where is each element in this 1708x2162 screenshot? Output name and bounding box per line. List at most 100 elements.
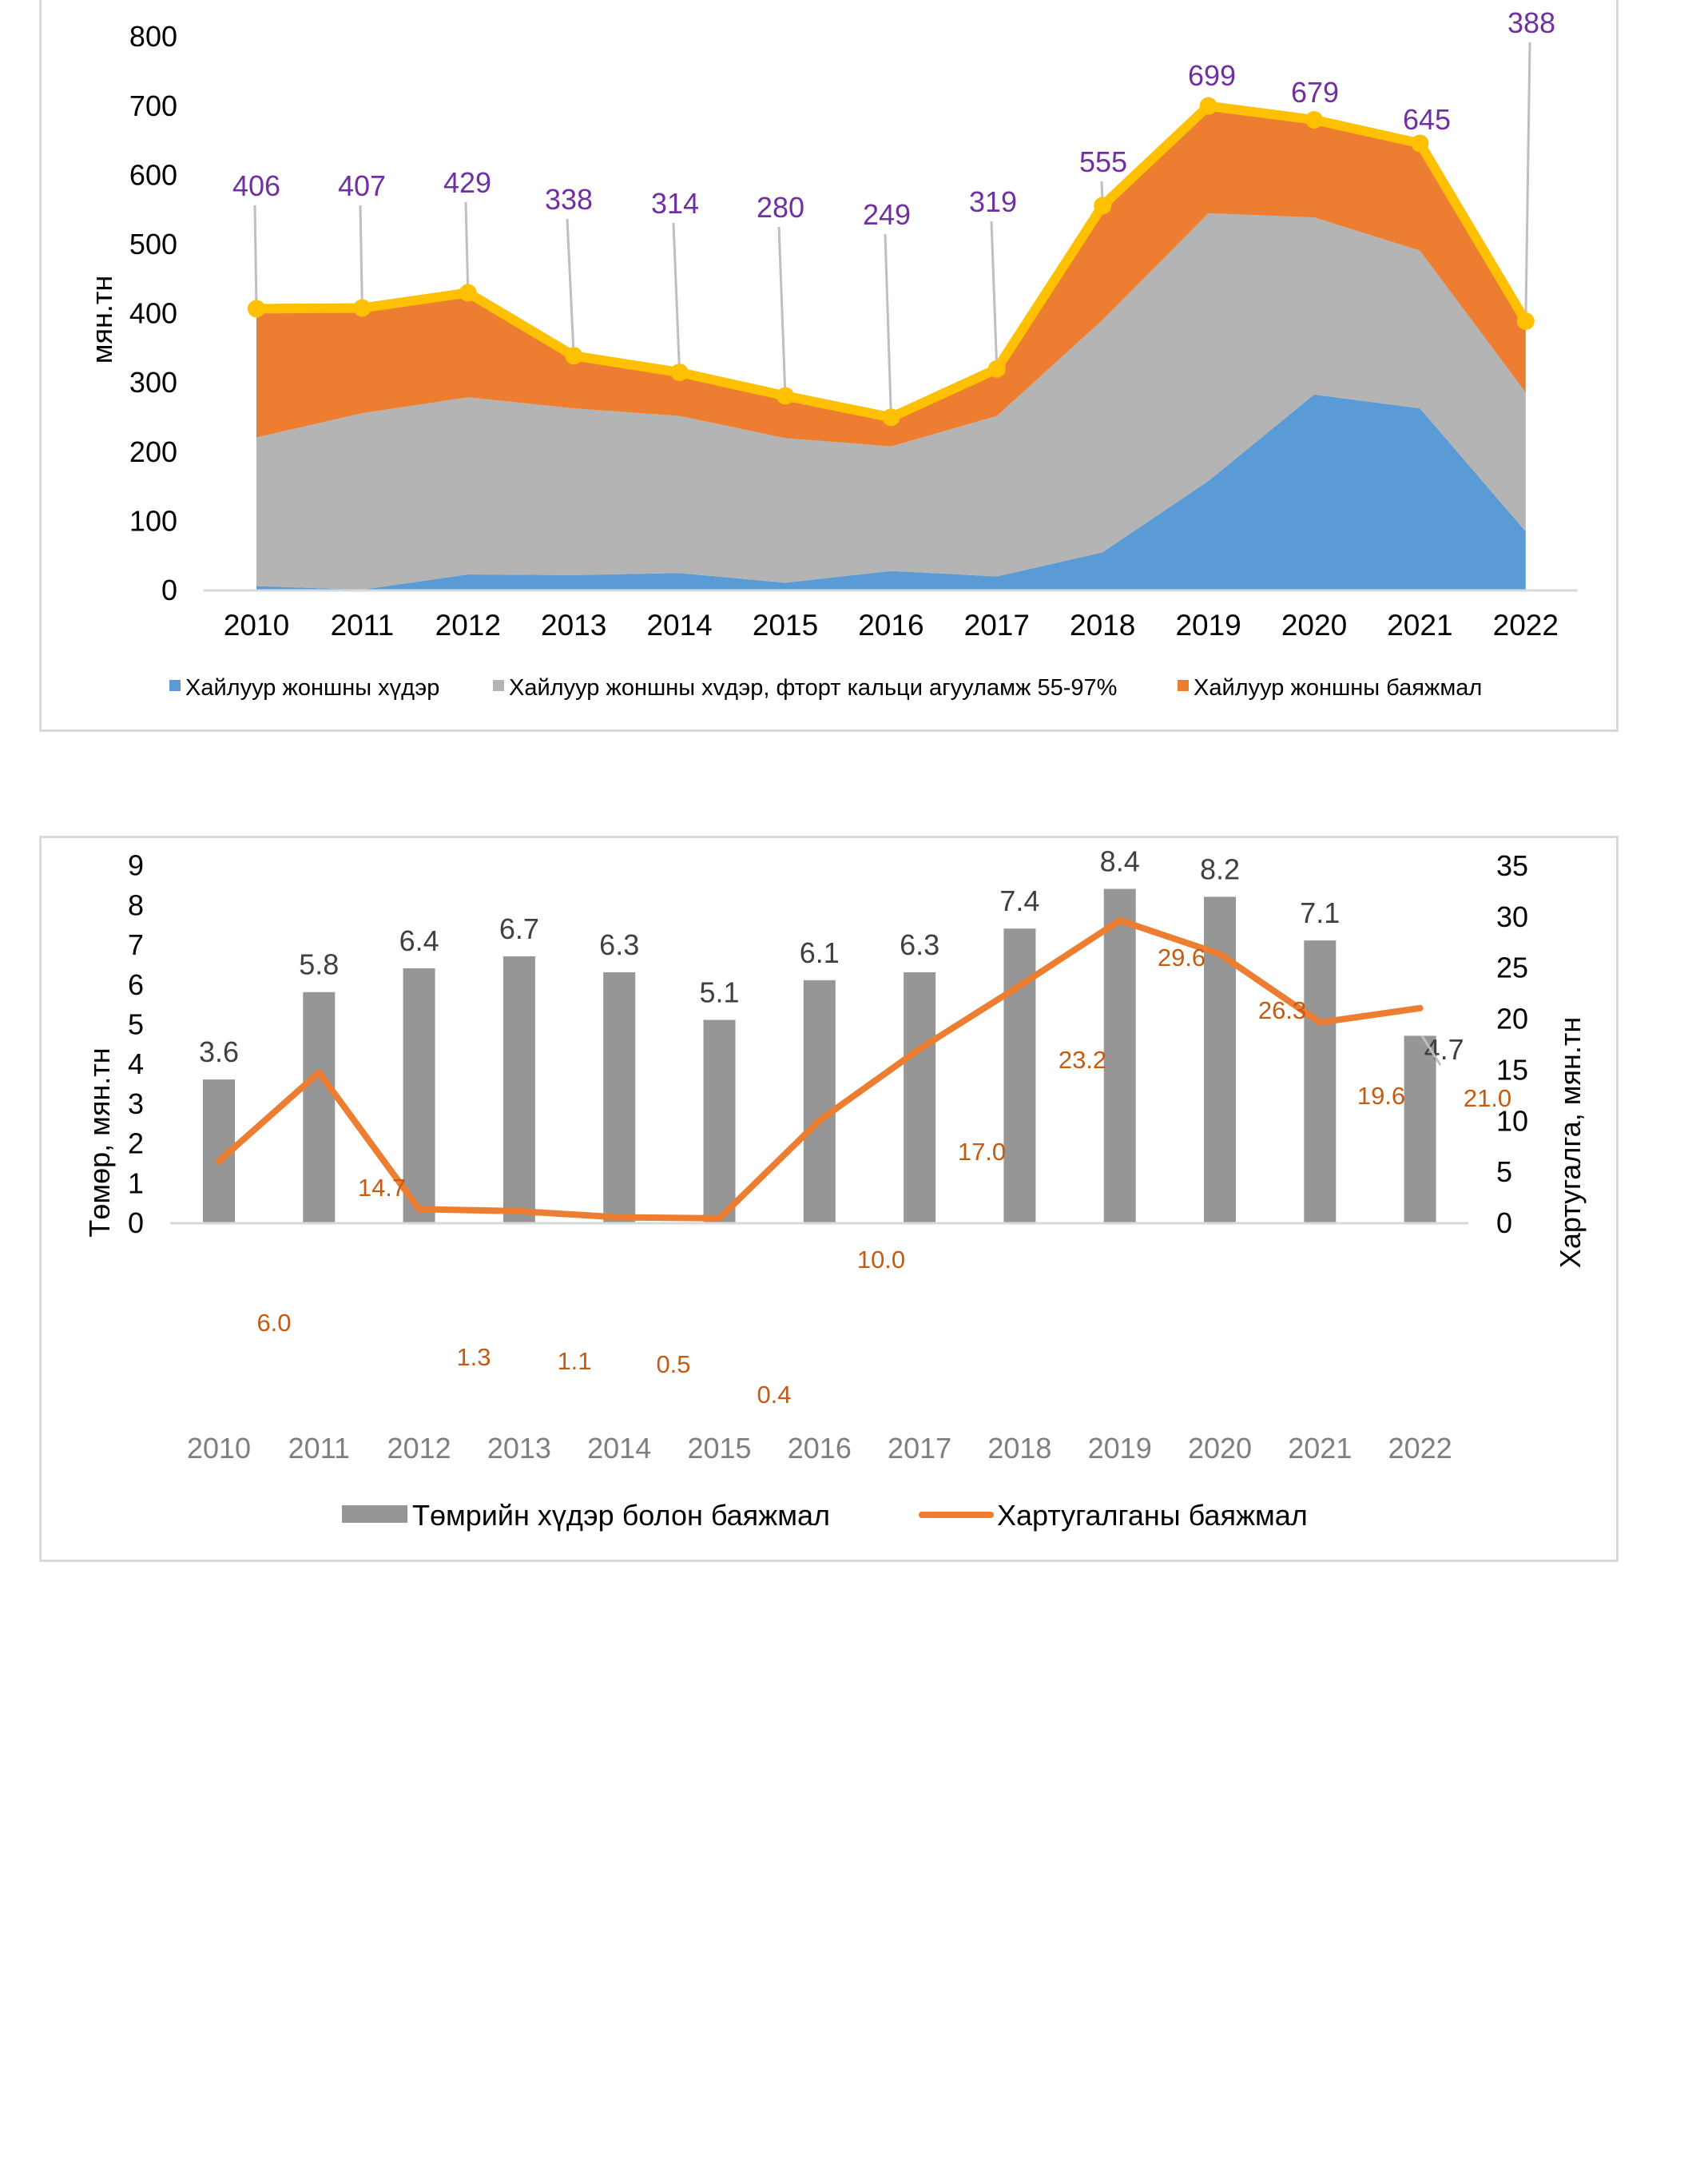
y-right-tick-label: 5 <box>1496 1155 1512 1188</box>
y-axis-label: мян.тн <box>85 276 118 364</box>
x-tick-label: 2013 <box>487 1432 551 1465</box>
legend-swatch-bar <box>342 1505 407 1523</box>
x-tick-label: 2015 <box>753 609 818 642</box>
total-data-label: 319 <box>969 185 1017 218</box>
x-tick-label: 2015 <box>687 1432 751 1465</box>
line-data-label: 19.6 <box>1357 1082 1405 1110</box>
legend-label: Хартугалганы баяжмал <box>997 1499 1308 1532</box>
total-data-label: 645 <box>1403 103 1451 136</box>
y-left-tick-label: 1 <box>128 1166 144 1199</box>
total-data-label: 249 <box>863 198 911 231</box>
area-series-0 <box>256 394 1526 590</box>
line-data-label: 21.0 <box>1464 1084 1511 1112</box>
bar <box>1304 940 1337 1222</box>
y-right-tick-label: 15 <box>1496 1053 1528 1086</box>
bar-data-label: 6.1 <box>800 936 840 969</box>
legend-swatch <box>493 680 504 691</box>
bar <box>1103 888 1136 1222</box>
x-tick-label: 2022 <box>1388 1432 1452 1465</box>
x-tick-label: 2014 <box>587 1432 651 1465</box>
y-tick-label: 400 <box>129 297 177 330</box>
data-label-leader-line <box>672 222 681 373</box>
chart2-svg: 3.65.86.4 6.7 6.35.16.1 6.37.48.4 8.27.14.76… <box>83 845 1587 1532</box>
line-data-label: 1.3 <box>456 1343 491 1371</box>
bar-data-label: 3.6 <box>199 1035 239 1068</box>
line-data-label: 26.3 <box>1258 996 1306 1024</box>
y-tick-label: 700 <box>129 89 177 122</box>
y-right-tick-label: 30 <box>1496 900 1528 933</box>
y-right-tick-label: 0 <box>1496 1206 1512 1239</box>
bar <box>603 972 636 1222</box>
legend-label: Төмрийн хүдэр болон баяжмал <box>412 1499 830 1532</box>
total-point <box>565 347 583 365</box>
data-label-leader-line <box>990 221 999 369</box>
y-left-tick-label: 2 <box>128 1127 144 1160</box>
total-data-label: 406 <box>232 169 280 202</box>
data-label-leader-line <box>253 205 258 309</box>
chart1-svg: 0 100 200 300 400 500 600 700 800 мян.тн 2010 2011 2… <box>85 6 1578 701</box>
total-point <box>1199 97 1217 115</box>
x-tick-label: 2011 <box>288 1432 350 1465</box>
line-data-label: 10.0 <box>857 1246 905 1274</box>
line-data-label: 6.0 <box>256 1309 291 1337</box>
y-left-tick-label: 6 <box>128 968 144 1001</box>
total-point <box>1516 312 1535 330</box>
y-left-tick-label: 0 <box>128 1206 144 1239</box>
y-right-tick-label: 25 <box>1496 952 1528 984</box>
x-tick-label: 2019 <box>1175 609 1241 642</box>
x-tick-label: 2020 <box>1281 609 1347 642</box>
line-series <box>216 916 1424 1222</box>
y-left-tick-label: 4 <box>128 1047 144 1080</box>
data-label-leader-line <box>884 233 892 418</box>
x-tick-label: 2016 <box>788 1432 852 1465</box>
total-point <box>1305 110 1323 129</box>
x-tick-label: 2022 <box>1493 609 1559 642</box>
bar <box>703 1019 736 1222</box>
bar <box>904 972 936 1222</box>
line-data-label: 1.1 <box>557 1347 591 1375</box>
total-data-label: 314 <box>651 187 699 220</box>
x-tick-label: 2011 <box>331 609 395 642</box>
total-data-label: 429 <box>443 166 491 199</box>
line-data-label: 23.2 <box>1059 1046 1106 1074</box>
total-data-label: 338 <box>545 183 593 216</box>
bar <box>502 956 535 1222</box>
y-left-tick-label: 7 <box>128 928 144 961</box>
total-point <box>353 299 371 317</box>
line-data-label: 0.4 <box>757 1381 791 1409</box>
bar-data-label: 5.1 <box>699 976 739 1009</box>
data-label-leader-line <box>1420 1035 1442 1066</box>
bar-data-label: 8.4 <box>1100 845 1140 878</box>
y-tick-label: 600 <box>129 158 177 191</box>
y-right-tick-label: 20 <box>1496 1003 1528 1035</box>
total-data-label: 555 <box>1079 145 1127 178</box>
x-tick-label: 2012 <box>435 609 501 642</box>
x-tick-label: 2017 <box>888 1432 951 1465</box>
total-point <box>987 360 1006 378</box>
bar-data-label: 6.7 <box>499 912 539 945</box>
bar-data-label: 5.8 <box>299 948 339 981</box>
x-tick-label: 2021 <box>1288 1432 1352 1465</box>
total-data-label: 679 <box>1291 76 1339 109</box>
legend-swatch <box>169 680 181 691</box>
bar-data-label: 6.3 <box>599 928 639 961</box>
legend-swatch <box>1178 680 1189 691</box>
y-tick-label: 200 <box>129 435 177 468</box>
legend-label: Хайлуур жоншны хvдэр, фторт кальци агуул… <box>509 675 1117 701</box>
x-tick-label: 2018 <box>987 1432 1051 1465</box>
line-data-label: 14.7 <box>358 1174 406 1202</box>
y-tick-label: 500 <box>129 228 177 260</box>
x-tick-label: 2016 <box>858 609 924 642</box>
total-data-label: 280 <box>757 191 804 224</box>
total-point <box>1411 134 1429 153</box>
bar-data-label: 6.3 <box>900 928 939 961</box>
y-right-axis-label: Хартугалга, мян.тн <box>1554 1017 1587 1268</box>
bar <box>1003 928 1036 1222</box>
bar <box>303 992 336 1222</box>
total-data-label: 407 <box>338 169 386 202</box>
x-tick-label: 2012 <box>387 1432 451 1465</box>
y-left-tick-label: 8 <box>128 888 144 921</box>
line-data-label: 29.6 <box>1158 944 1206 972</box>
bar <box>803 980 836 1222</box>
y-left-tick-label: 3 <box>128 1087 144 1120</box>
